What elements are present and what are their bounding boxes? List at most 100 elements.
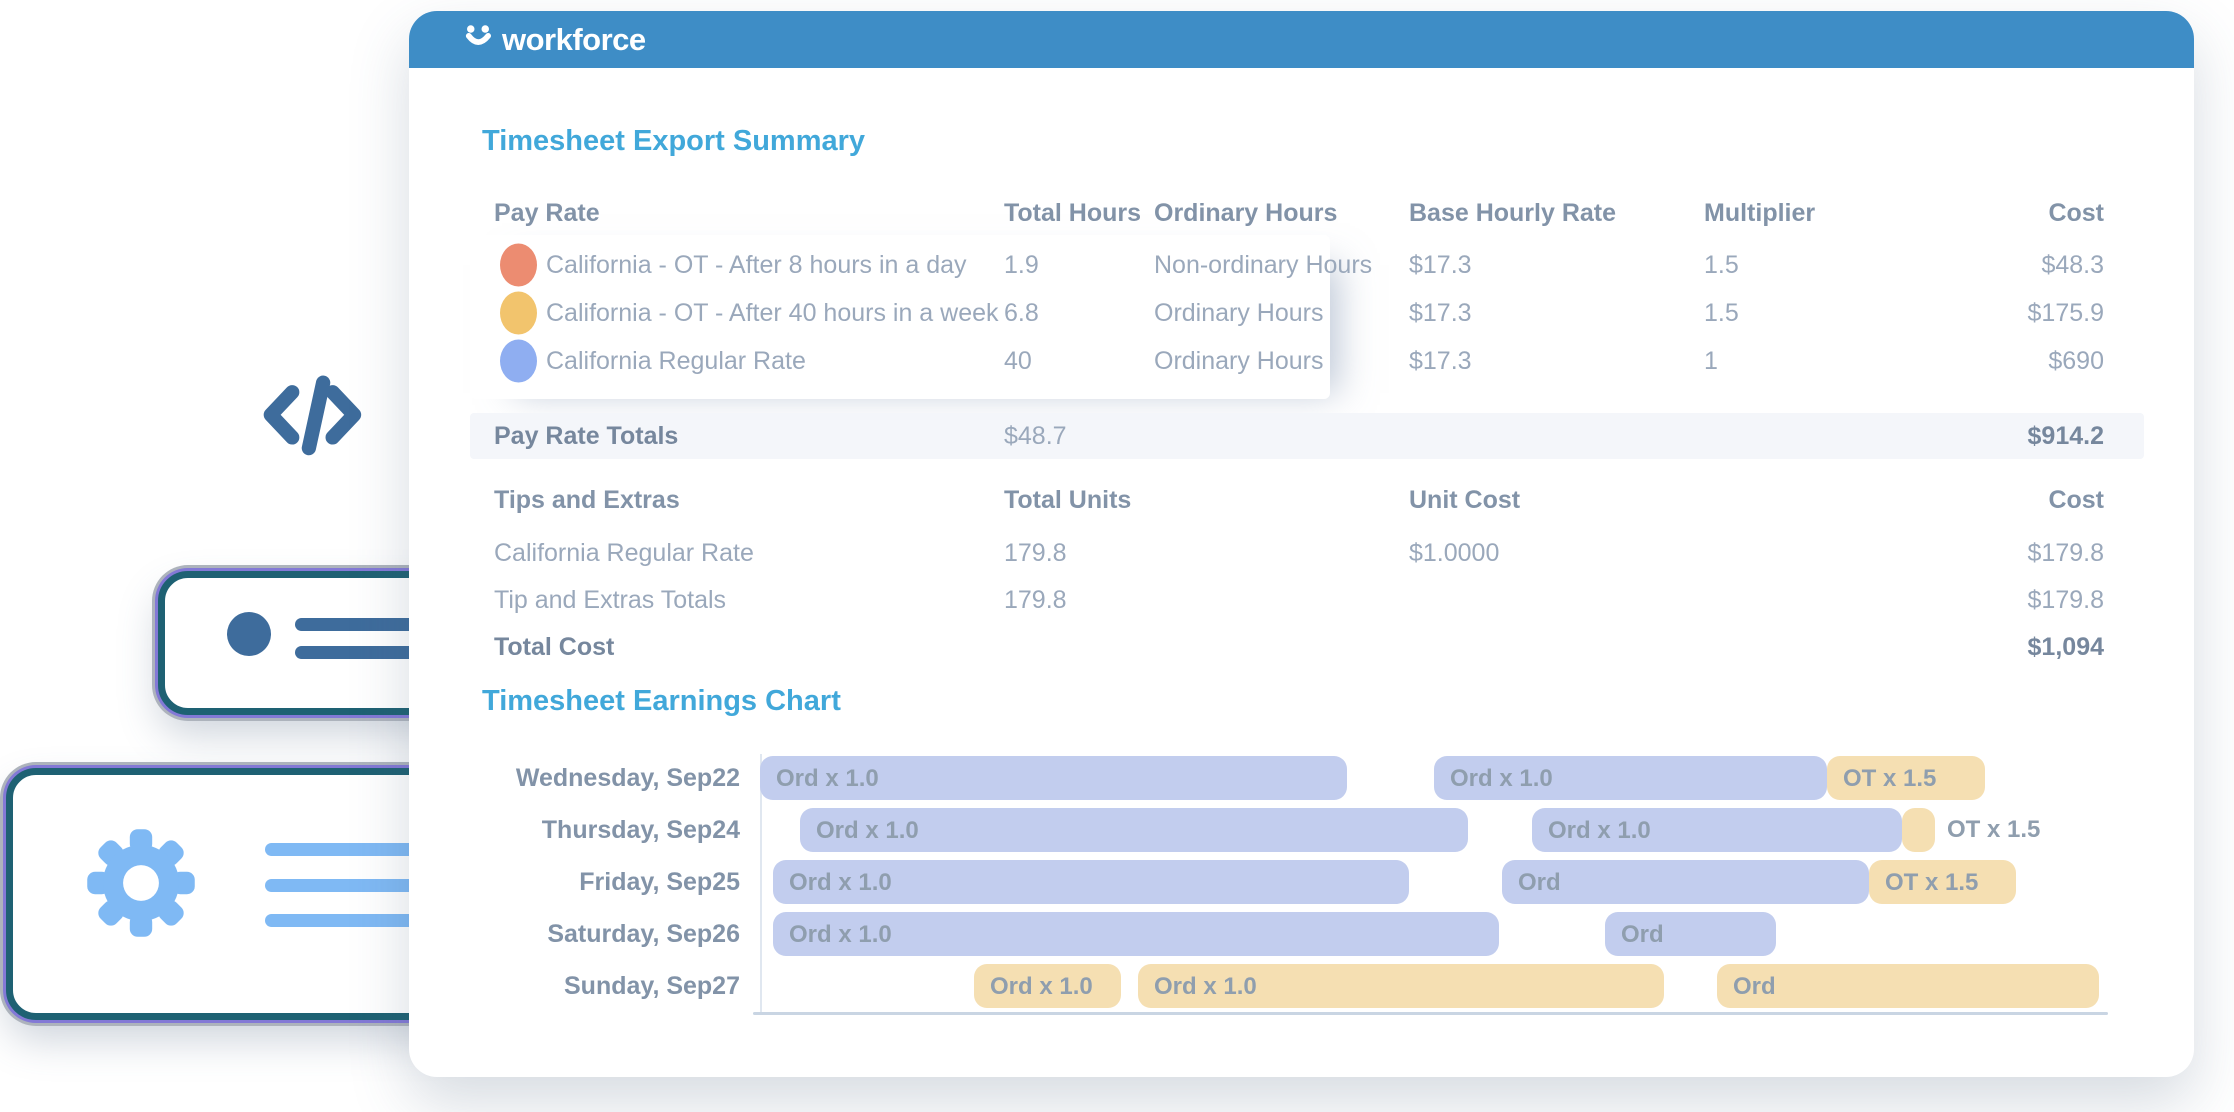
column-header-pay-rate: Pay Rate [494, 199, 600, 227]
tips-row: California Regular Rate 179.8 $1.0000 $1… [470, 539, 2144, 567]
total-hours-value: 6.8 [1004, 299, 1039, 327]
total-cost-label: Total Cost [494, 633, 615, 661]
column-header-cost: Cost [2048, 199, 2104, 227]
chart-bar-ot: Ord x 1.0 [1138, 964, 1664, 1008]
chart-bar-ord: Ord x 1.0 [773, 860, 1409, 904]
pay-rate-row: California - OT - After 40 hours in a we… [470, 289, 2144, 337]
column-header-total-units: Total Units [1004, 486, 1132, 514]
multiplier-value: 1.5 [1704, 299, 1739, 327]
chart-row: Saturday, Sep26 Ord x 1.0 Ord [470, 908, 2106, 960]
chart-row: Friday, Sep25 Ord x 1.0 Ord OT x 1.5 [470, 856, 2106, 908]
chart-row-label: Thursday, Sep24 [541, 816, 740, 844]
chart-row-label: Wednesday, Sep22 [515, 764, 740, 792]
chart-track: Ord x 1.0 Ord x 1.0 Ord [760, 960, 2106, 1012]
column-header-total-hours: Total Hours [1004, 199, 1142, 227]
chart-bar-ord: Ord [1502, 860, 1869, 904]
pay-rate-name: California Regular Rate [546, 347, 806, 375]
chart-left-axis-line [760, 754, 762, 1012]
chart-bar-ord: Ord x 1.0 [800, 808, 1468, 852]
cost-value: $48.3 [2041, 251, 2104, 279]
tips-row: Tip and Extras Totals 179.8 $179.8 [470, 586, 2144, 614]
multiplier-value: 1 [1704, 347, 1718, 375]
workforce-logo: workforce [465, 11, 646, 68]
chart-row-label: Friday, Sep25 [579, 868, 740, 896]
pay-rate-totals-cost: $914.2 [2027, 422, 2104, 450]
column-header-unit-cost: Unit Cost [1409, 486, 1521, 514]
record-circle-icon [227, 612, 271, 656]
column-header-multiplier: Multiplier [1704, 199, 1816, 227]
pay-rate-name: California - OT - After 8 hours in a day [546, 251, 967, 279]
code-icon [256, 372, 376, 465]
chart-bar-ord: Ord [1605, 912, 1776, 956]
chart-track: Ord x 1.0 Ord OT x 1.5 [760, 856, 2106, 908]
hours-type-value: Ordinary Hours [1154, 299, 1324, 327]
unit-cost-value: $1.0000 [1409, 539, 1500, 567]
tips-table-header: Tips and Extras Total Units Unit Cost Co… [470, 486, 2144, 514]
chart-row: Wednesday, Sep22 Ord x 1.0 Ord x 1.0 OT x 1… [470, 752, 2106, 804]
chart-bar-ot: Ord x 1.0 [974, 964, 1121, 1008]
timesheet-summary-card: workforce Timesheet Export Summary Pay R… [409, 11, 2194, 1077]
column-header-ordinary-hours: Ordinary Hours [1154, 199, 1338, 227]
base-rate-value: $17.3 [1409, 299, 1472, 327]
settings-card [6, 768, 472, 1020]
total-units-value: 179.8 [1004, 539, 1067, 567]
chart-bar-ord: Ord x 1.0 [773, 912, 1499, 956]
chart-bar-ord: Ord x 1.0 [1532, 808, 1902, 852]
pay-rate-color-dot [500, 243, 537, 287]
base-rate-value: $17.3 [1409, 251, 1472, 279]
column-header-cost: Cost [2048, 486, 2104, 514]
pay-rate-row: California Regular Rate 40 Ordinary Hour… [470, 337, 2144, 385]
elevated-panel [470, 235, 1330, 399]
total-cost-row: Total Cost $1,094 [470, 633, 2144, 661]
cost-value: $690 [2048, 347, 2104, 375]
base-rate-value: $17.3 [1409, 347, 1472, 375]
chart-row: Sunday, Sep27 Ord x 1.0 Ord x 1.0 Ord [470, 960, 2106, 1012]
chart-bottom-axis-line [753, 1012, 2108, 1015]
total-hours-value: 40 [1004, 347, 1032, 375]
chart-bar-ord: Ord x 1.0 [760, 756, 1347, 800]
pay-rate-name: California - OT - After 40 hours in a we… [546, 299, 999, 327]
settings-line [265, 843, 450, 856]
chart-track: Ord x 1.0 Ord x 1.0 OT x 1.5 [760, 804, 2106, 856]
tips-row-label: California Regular Rate [494, 539, 754, 567]
chart-bar-ot: Ord [1717, 964, 2099, 1008]
total-units-value: 179.8 [1004, 586, 1067, 614]
pay-rate-table-header: Pay Rate Total Hours Ordinary Hours Base… [470, 199, 2144, 227]
smiley-icon [465, 24, 495, 49]
total-cost-value: $1,094 [2027, 633, 2104, 661]
pay-rate-totals-row: Pay Rate Totals $48.7 $914.2 [470, 413, 2144, 459]
cost-value: $179.8 [2027, 586, 2104, 614]
earnings-chart: Wednesday, Sep22 Ord x 1.0 Ord x 1.0 OT x 1… [470, 752, 2110, 1018]
logo-text: workforce [502, 21, 646, 57]
pay-rate-color-dot [500, 291, 537, 335]
chart-track: Ord x 1.0 Ord x 1.0 OT x 1.5 [760, 752, 2106, 804]
column-header-tips-and-extras: Tips and Extras [494, 486, 680, 514]
chart-track: Ord x 1.0 Ord [760, 908, 2106, 960]
cost-value: $179.8 [2027, 539, 2104, 567]
app-header: workforce [409, 11, 2194, 68]
column-header-base-hourly-rate: Base Hourly Rate [1409, 199, 1617, 227]
chart-row: Thursday, Sep24 Ord x 1.0 Ord x 1.0 OT x 1.… [470, 804, 2106, 856]
pay-rate-color-dot [500, 339, 537, 383]
pay-rate-row: California - OT - After 8 hours in a day… [470, 241, 2144, 289]
cost-value: $175.9 [2027, 299, 2104, 327]
chart-bar-ot: OT x 1.5 [1869, 860, 2016, 904]
settings-line [265, 914, 450, 927]
chart-bar-outside-label: OT x 1.5 [1947, 816, 2041, 843]
hours-type-value: Ordinary Hours [1154, 347, 1324, 375]
chart-bar-ot [1902, 808, 1935, 852]
pay-rate-totals-hours: $48.7 [1004, 422, 1067, 450]
pay-rate-totals-label: Pay Rate Totals [494, 422, 679, 450]
settings-line [265, 879, 450, 892]
gear-icon [85, 827, 197, 944]
tips-row-label: Tip and Extras Totals [494, 586, 727, 614]
hours-type-value: Non-ordinary Hours [1154, 251, 1373, 279]
chart-bar-ot: OT x 1.5 [1827, 756, 1985, 800]
earnings-chart-title: Timesheet Earnings Chart [482, 685, 841, 717]
multiplier-value: 1.5 [1704, 251, 1739, 279]
chart-bar-ord: Ord x 1.0 [1434, 756, 1827, 800]
chart-row-label: Saturday, Sep26 [547, 920, 740, 948]
summary-title: Timesheet Export Summary [482, 125, 866, 157]
total-hours-value: 1.9 [1004, 251, 1039, 279]
chart-row-label: Sunday, Sep27 [564, 972, 740, 1000]
